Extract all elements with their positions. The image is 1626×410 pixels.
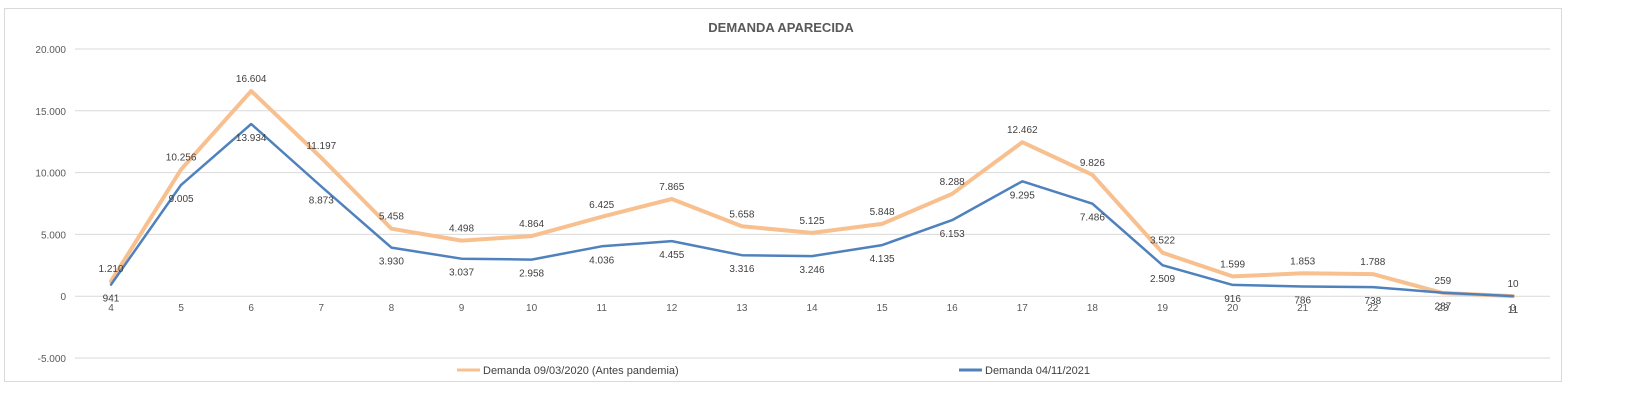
data-label-s1: 3.037 — [449, 268, 474, 279]
x-tick-label: 21 — [1297, 303, 1309, 314]
chart-title: DEMANDA APARECIDA — [708, 20, 854, 35]
y-tick-label: 20.000 — [35, 45, 66, 56]
data-label-s0: 11.197 — [306, 141, 336, 152]
data-label-s0: 5.125 — [799, 216, 824, 227]
data-label-s1: 7.486 — [1080, 213, 1105, 224]
legend-item-1[interactable]: Demanda 04/11/2021 — [959, 365, 1090, 377]
y-tick-label: 5.000 — [41, 230, 66, 241]
x-tick-label: 10 — [526, 303, 538, 314]
x-tick-label: 22 — [1367, 303, 1379, 314]
data-label-s1: 738 — [1364, 296, 1381, 307]
data-label-s1: 4.036 — [589, 255, 614, 266]
data-label-s1: 3.316 — [729, 264, 754, 275]
data-label-s1: 287 — [1435, 302, 1452, 313]
data-label-s0: 9.826 — [1080, 158, 1105, 169]
x-tick-label: 4 — [108, 303, 114, 314]
data-label-s1: 11 — [1508, 305, 1519, 316]
data-label-s0: 1.853 — [1290, 256, 1315, 267]
x-tick-label: 16 — [947, 303, 959, 314]
data-label-s1: 3.930 — [379, 257, 404, 268]
data-label-s0: 12.462 — [1007, 125, 1038, 136]
x-tick-label: 23 — [1437, 303, 1449, 314]
legend-item-0[interactable]: Demanda 09/03/2020 (Antes pandemia) — [457, 365, 679, 377]
data-label-s0: 6.425 — [589, 200, 614, 211]
legend-label-1: Demanda 04/11/2021 — [985, 365, 1090, 377]
data-label-s1: 786 — [1294, 295, 1311, 306]
x-tick-label: 11 — [597, 303, 608, 314]
x-tick-label: 5 — [178, 303, 184, 314]
data-label-s1: 9.005 — [169, 194, 194, 205]
data-label-s1: 13.934 — [236, 133, 267, 144]
y-axis-ticks: 20.000 15.000 10.000 5.000 0 -5.000 — [35, 45, 66, 365]
data-label-s0: 3.522 — [1150, 236, 1175, 247]
x-tick-label: 17 — [1017, 303, 1029, 314]
data-label-s1: 2.958 — [519, 269, 544, 280]
data-label-s0: 10.256 — [166, 152, 197, 163]
data-label-s0: 1.599 — [1220, 259, 1245, 270]
data-label-s1: 2.509 — [1150, 274, 1175, 285]
x-tick-label: 7 — [319, 303, 325, 314]
data-label-s1: 9.295 — [1010, 190, 1035, 201]
x-tick-label: 14 — [806, 303, 818, 314]
data-label-s1: 6.153 — [940, 229, 965, 240]
data-label-s0: 16.604 — [236, 74, 267, 85]
data-label-s1: 3.246 — [799, 265, 824, 276]
line-chart: DEMANDA APARECIDA 20.000 15.000 10.000 5.00… — [35, 20, 1550, 377]
data-label-s0: 1.210 — [98, 264, 123, 275]
data-label-s1: 916 — [1224, 294, 1241, 305]
data-label-s1: 941 — [103, 294, 120, 305]
gridlines — [75, 48, 1550, 359]
data-label-s0: 7.865 — [659, 182, 684, 193]
data-label-s1: 8.873 — [309, 196, 334, 207]
data-labels: 1.210 10.256 16.604 11.197 5.458 4.498 4.864 6.… — [98, 74, 1519, 316]
series-line-0 — [109, 89, 1515, 299]
legend-label-0: Demanda 09/03/2020 (Antes pandemia) — [483, 365, 679, 377]
series-lines — [109, 89, 1515, 299]
series-line-1 — [109, 122, 1515, 298]
y-tick-label: 0 — [60, 292, 66, 303]
chart-area: DEMANDA APARECIDA 20.000 15.000 10.000 5.00… — [4, 8, 1562, 382]
y-tick-label: 10.000 — [35, 169, 66, 180]
data-label-s0: 259 — [1435, 276, 1452, 287]
data-label-s0: 4.864 — [519, 219, 544, 230]
x-tick-label: 9 — [459, 303, 465, 314]
x-tick-label: 8 — [389, 303, 395, 314]
x-axis-ticks: 4 5 6 7 8 9 10 11 12 13 14 15 16 17 18 19 20 21 22 23 0 — [108, 303, 1516, 314]
data-label-s0: 10 — [1507, 279, 1519, 290]
legend[interactable]: Demanda 09/03/2020 (Antes pandemia) Dema… — [457, 365, 1090, 377]
data-label-s1: 4.135 — [870, 254, 895, 265]
x-tick-label: 20 — [1227, 303, 1239, 314]
data-label-s1: 4.455 — [659, 250, 684, 261]
data-label-s0: 5.458 — [379, 212, 404, 223]
x-tick-label: 12 — [666, 303, 678, 314]
data-label-s0: 5.848 — [870, 207, 895, 218]
x-tick-label: 18 — [1087, 303, 1099, 314]
x-tick-label: 13 — [736, 303, 748, 314]
data-label-s0: 8.288 — [940, 177, 965, 188]
x-tick-label: 6 — [248, 303, 254, 314]
x-tick-label: 15 — [877, 303, 889, 314]
data-label-s0: 4.498 — [449, 224, 474, 235]
y-tick-label: -5.000 — [38, 354, 67, 365]
x-tick-label: 19 — [1157, 303, 1169, 314]
data-label-s0: 1.788 — [1360, 257, 1385, 268]
x-tick-label: 0 — [1510, 303, 1516, 314]
data-label-s0: 5.658 — [729, 209, 754, 220]
y-tick-label: 15.000 — [35, 107, 66, 118]
